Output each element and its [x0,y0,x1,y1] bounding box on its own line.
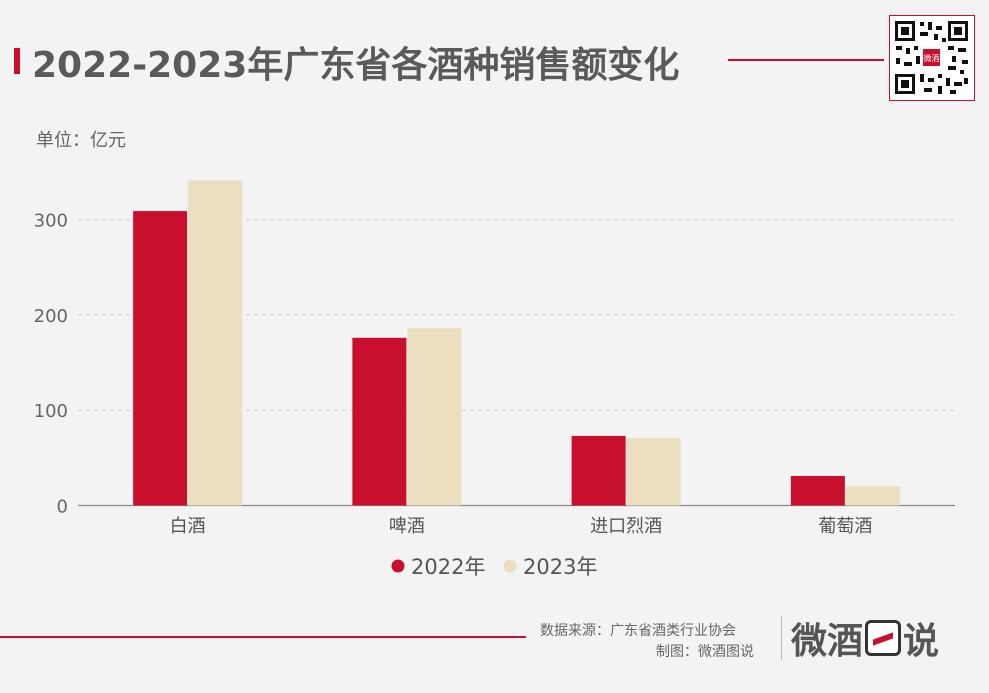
y-tick-label: 0 [57,497,68,518]
chart-title: 2022-2023年广东省各酒种销售额变化 [32,45,680,86]
qr-code-graphic: 微酒 [895,21,968,94]
legend-label: 2022年 [411,555,485,579]
x-tick-label: 进口烈酒 [590,516,662,537]
bar-series1 [571,435,626,506]
qr-logo-text: 微酒 [924,53,940,63]
bar-series2 [626,437,681,506]
y-tick-label: 300 [34,211,68,232]
bar-series2 [845,486,900,506]
chart-maker: 制图：微酒图说 [656,644,754,660]
bar-chart: 0 100 200 300 白酒 啤酒 进口烈酒 葡萄酒 2022年 2023年 [34,180,955,579]
bar-series2 [407,328,462,506]
logo-text-right: 说 [903,621,940,662]
y-tick-label: 200 [34,306,68,327]
qr-code-icon[interactable]: 微酒 [889,15,975,101]
legend-marker [503,559,517,573]
legend-label: 2023年 [523,555,597,579]
title-rule [728,59,884,61]
unit-label: 单位：亿元 [36,130,126,151]
logo-chart-icon [865,620,902,656]
footer-rule [0,636,526,638]
brand-logo[interactable]: 微酒 说 [791,612,939,664]
data-source: 数据来源：广东省酒类行业协会 [540,623,736,639]
x-tick-label: 啤酒 [389,516,425,537]
title-accent-bar [14,48,20,74]
bar-series2 [188,180,243,506]
logo-text-left: 微酒 [791,621,864,662]
x-tick-label: 葡萄酒 [818,516,872,537]
bar-series1 [352,337,407,506]
legend-marker [391,559,405,573]
y-tick-label: 100 [34,401,68,422]
bar-series1 [133,211,188,506]
footer-separator [781,616,782,660]
bar-series1 [790,475,845,506]
x-tick-label: 白酒 [170,516,206,537]
